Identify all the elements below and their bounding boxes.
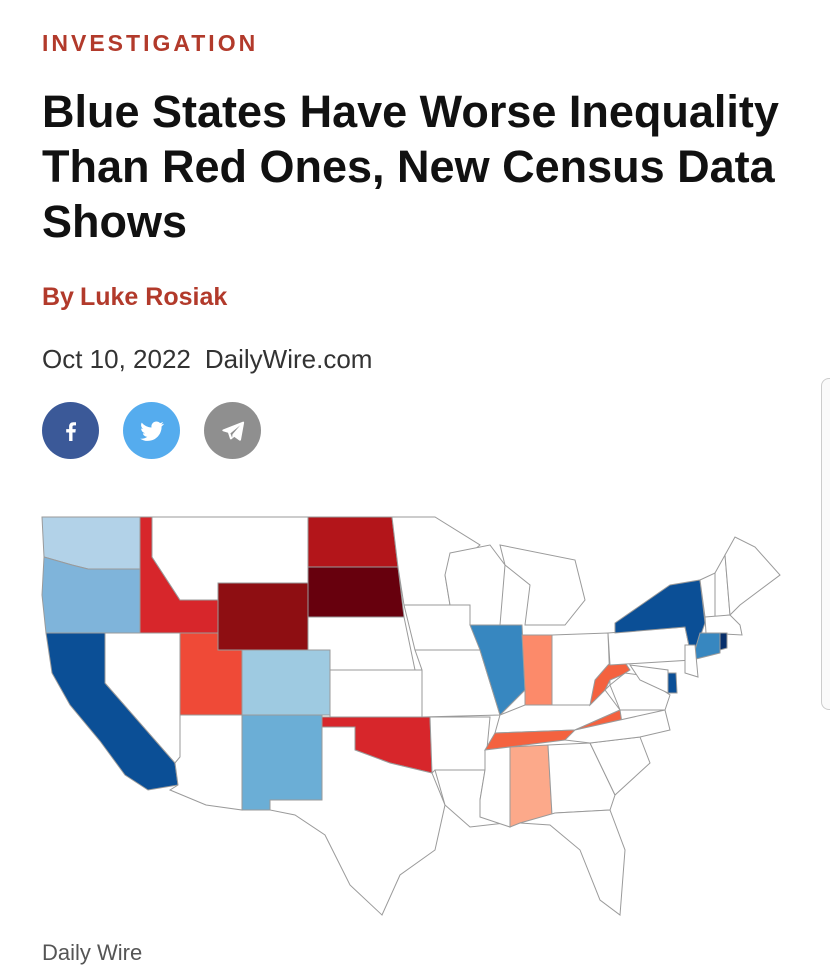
state-IA bbox=[403, 604, 481, 651]
share-bar bbox=[42, 402, 261, 459]
state-IN bbox=[521, 634, 553, 706]
state-NM bbox=[241, 714, 323, 811]
state-ND bbox=[307, 516, 399, 568]
state-IL bbox=[469, 624, 526, 716]
inequality-map bbox=[30, 505, 800, 930]
state-MD bbox=[628, 664, 669, 694]
state-DE bbox=[667, 672, 678, 694]
section-kicker[interactable]: INVESTIGATION bbox=[42, 30, 259, 56]
state-WV bbox=[589, 654, 631, 707]
state-FL bbox=[519, 809, 626, 916]
source-name: DailyWire.com bbox=[204, 344, 373, 374]
state-TX bbox=[269, 726, 446, 916]
state-AL bbox=[509, 744, 553, 828]
state-SD bbox=[307, 566, 405, 618]
state-KS bbox=[329, 669, 423, 718]
publish-date: Oct 10, 2022 bbox=[42, 344, 191, 374]
state-ME bbox=[724, 536, 781, 617]
state-MS bbox=[479, 746, 511, 828]
state-MO bbox=[414, 649, 501, 718]
share-facebook-button[interactable] bbox=[42, 402, 99, 459]
state-AZ bbox=[168, 714, 243, 811]
state-AR bbox=[429, 716, 491, 775]
twitter-icon bbox=[139, 421, 164, 441]
share-twitter-button[interactable] bbox=[123, 402, 180, 459]
state-NJ bbox=[684, 644, 699, 678]
facebook-icon bbox=[65, 421, 76, 441]
state-RI bbox=[719, 632, 728, 651]
author-link[interactable]: Luke Rosiak bbox=[79, 283, 228, 311]
scroll-handle[interactable] bbox=[821, 378, 830, 710]
state-MA bbox=[704, 614, 743, 636]
share-telegram-button[interactable] bbox=[204, 402, 261, 459]
article-meta: Oct 10, 2022 DailyWire.com bbox=[42, 344, 372, 375]
telegram-icon bbox=[221, 421, 244, 441]
state-CO bbox=[241, 649, 331, 716]
byline: By Luke Rosiak bbox=[42, 283, 227, 312]
state-MI bbox=[499, 544, 586, 626]
article-headline: Blue States Have Worse Inequality Than R… bbox=[42, 86, 779, 247]
byline-prefix: By bbox=[42, 283, 74, 311]
map-credit: Daily Wire bbox=[42, 940, 143, 965]
